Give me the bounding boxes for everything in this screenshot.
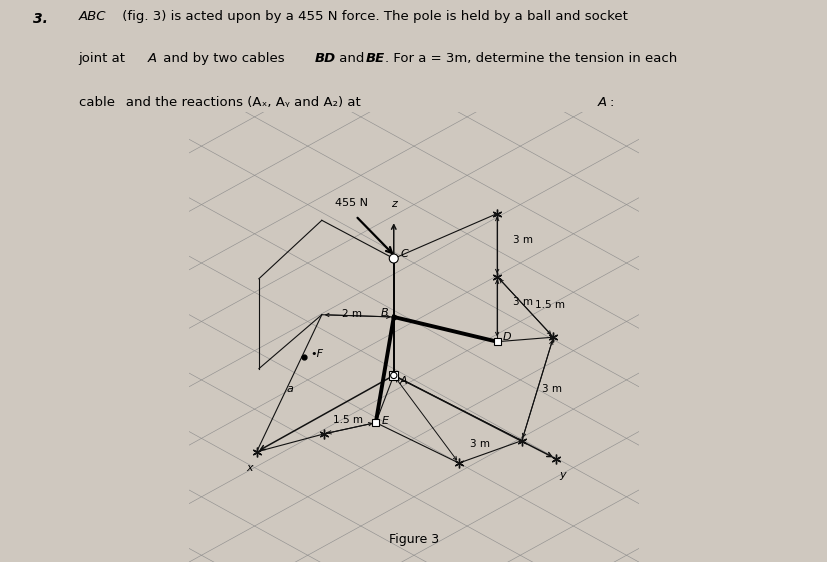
Text: 1.5 m: 1.5 m bbox=[535, 300, 565, 310]
Circle shape bbox=[389, 254, 398, 263]
Text: 3.: 3. bbox=[33, 12, 48, 26]
Text: A: A bbox=[399, 375, 407, 386]
Text: D: D bbox=[503, 332, 511, 342]
Text: BE: BE bbox=[366, 52, 385, 65]
Text: 3 m: 3 m bbox=[470, 439, 490, 450]
Text: a: a bbox=[287, 384, 294, 394]
Text: z: z bbox=[390, 199, 396, 209]
Text: 2 m: 2 m bbox=[342, 309, 361, 319]
Text: :: : bbox=[609, 97, 613, 110]
Text: Figure 3: Figure 3 bbox=[389, 533, 438, 546]
Text: E: E bbox=[381, 415, 388, 425]
Bar bbox=[372, 419, 379, 426]
Text: 455 N: 455 N bbox=[334, 198, 367, 208]
Text: 3 m: 3 m bbox=[512, 297, 533, 307]
Text: 3 m: 3 m bbox=[512, 235, 533, 245]
Text: 1.5 m: 1.5 m bbox=[332, 415, 362, 425]
Text: C: C bbox=[400, 249, 408, 259]
Text: . For a = 3m, determine the tension in each: . For a = 3m, determine the tension in e… bbox=[385, 52, 676, 65]
Text: BD: BD bbox=[314, 52, 336, 65]
Text: A: A bbox=[147, 52, 156, 65]
Text: joint at: joint at bbox=[79, 52, 130, 65]
Text: B: B bbox=[380, 307, 389, 318]
Bar bbox=[493, 338, 500, 345]
Text: and by two cables: and by two cables bbox=[159, 52, 289, 65]
Text: x: x bbox=[246, 463, 253, 473]
Text: 3 m: 3 m bbox=[542, 384, 562, 394]
Text: y: y bbox=[558, 470, 565, 480]
Text: A: A bbox=[597, 97, 606, 110]
Text: cable  and the reactions (Aₓ, Aᵧ and A₂) at: cable and the reactions (Aₓ, Aᵧ and A₂) … bbox=[79, 97, 364, 110]
Text: (fig. 3) is acted upon by a 455 N force. The pole is held by a ball and socket: (fig. 3) is acted upon by a 455 N force.… bbox=[118, 10, 628, 23]
Text: and: and bbox=[335, 52, 369, 65]
Circle shape bbox=[390, 372, 396, 379]
Bar bbox=[389, 371, 398, 380]
Text: ABC: ABC bbox=[79, 10, 106, 23]
Text: •F: •F bbox=[310, 350, 323, 360]
